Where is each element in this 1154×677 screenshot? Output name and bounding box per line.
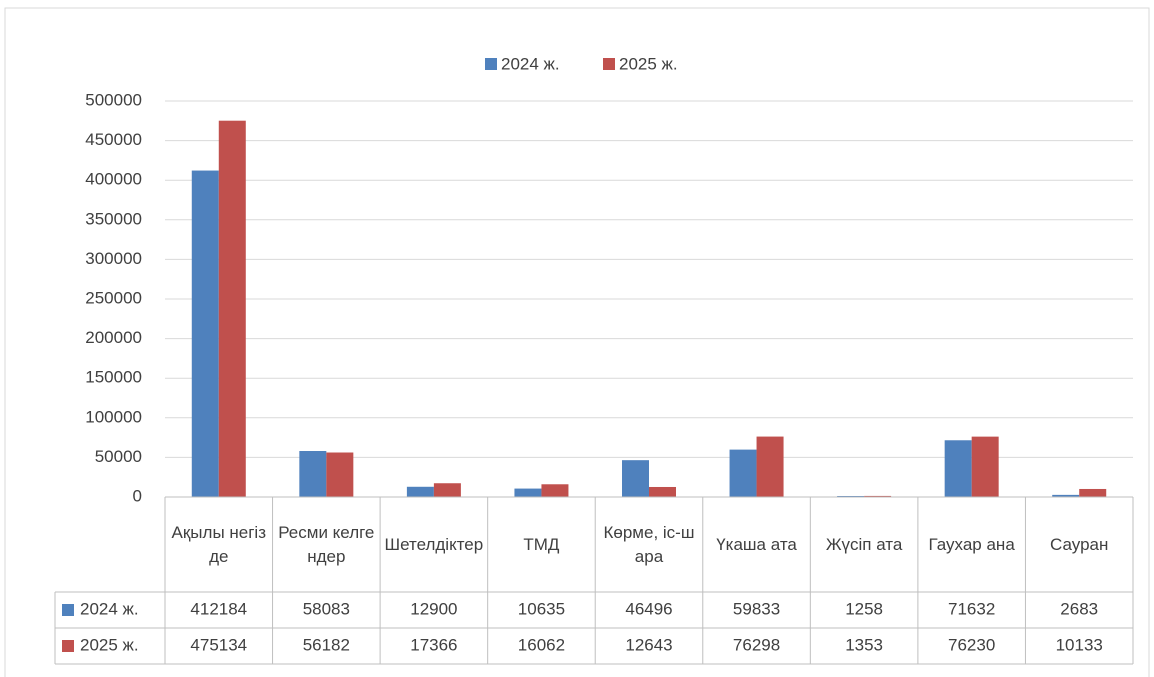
bar [944,440,972,497]
table-value: 71632 [948,599,995,618]
y-tick-label: 0 [133,486,142,505]
bar [541,484,569,497]
y-tick-label: 150000 [85,368,142,387]
bar [1079,488,1107,497]
table-row-label: 2024 ж. [80,599,139,618]
chart-border [4,7,1150,677]
table-value: 16062 [518,635,565,654]
bar [514,488,542,497]
table-value: 58083 [303,599,350,618]
table-value: 12643 [625,635,672,654]
legend-swatch [603,58,615,70]
table-value: 46496 [625,599,672,618]
y-tick-label: 100000 [85,407,142,426]
bar [971,436,999,497]
table-value: 10133 [1056,635,1103,654]
category-label: Ресми келгендер [278,522,375,566]
category-label: Ақылы негізде [171,522,267,566]
bar [622,460,649,497]
table-value: 76298 [733,635,780,654]
table-value: 76230 [948,635,995,654]
table-value: 12900 [410,599,457,618]
category-label: Шетелдіктер [384,534,484,554]
category-label: Жүсіп ата [825,534,903,554]
legend-label: 2025 ж. [619,54,678,73]
table-value: 412184 [190,599,247,618]
table-legend-swatch [62,640,74,652]
y-tick-label: 50000 [95,447,142,466]
y-tick-label: 250000 [85,288,142,307]
table-row-label: 2025 ж. [80,635,139,654]
bar [756,436,784,497]
table-legend-swatch [62,604,74,616]
bar [326,452,354,497]
category-label: Сауран [1050,534,1109,554]
table-value: 1353 [845,635,883,654]
bar [218,120,246,497]
bar [191,170,219,497]
y-tick-label: 450000 [85,130,142,149]
table-value: 475134 [190,635,247,654]
bar [406,486,434,497]
y-tick-label: 500000 [85,90,142,109]
category-label: Гаухар ана [928,534,1015,554]
y-tick-label: 350000 [85,209,142,228]
table-value: 17366 [410,635,457,654]
table-value: 10635 [518,599,565,618]
table-value: 59833 [733,599,780,618]
y-tick-label: 300000 [85,249,142,268]
bar [1052,494,1080,497]
category-label: Көрме, іс-шара [603,522,695,566]
category-label: ТМД [523,534,560,554]
bar [729,449,757,497]
table-value: 1258 [845,599,883,618]
legend-swatch [485,58,497,70]
bar [433,483,461,497]
y-tick-label: 200000 [85,328,142,347]
y-tick-label: 400000 [85,170,142,189]
table-value: 56182 [303,635,350,654]
table-value: 2683 [1060,599,1098,618]
legend-label: 2024 ж. [501,54,560,73]
bar [864,495,892,497]
bar [299,450,327,497]
bar [649,486,676,497]
category-label: Үкаша ата [716,534,797,554]
